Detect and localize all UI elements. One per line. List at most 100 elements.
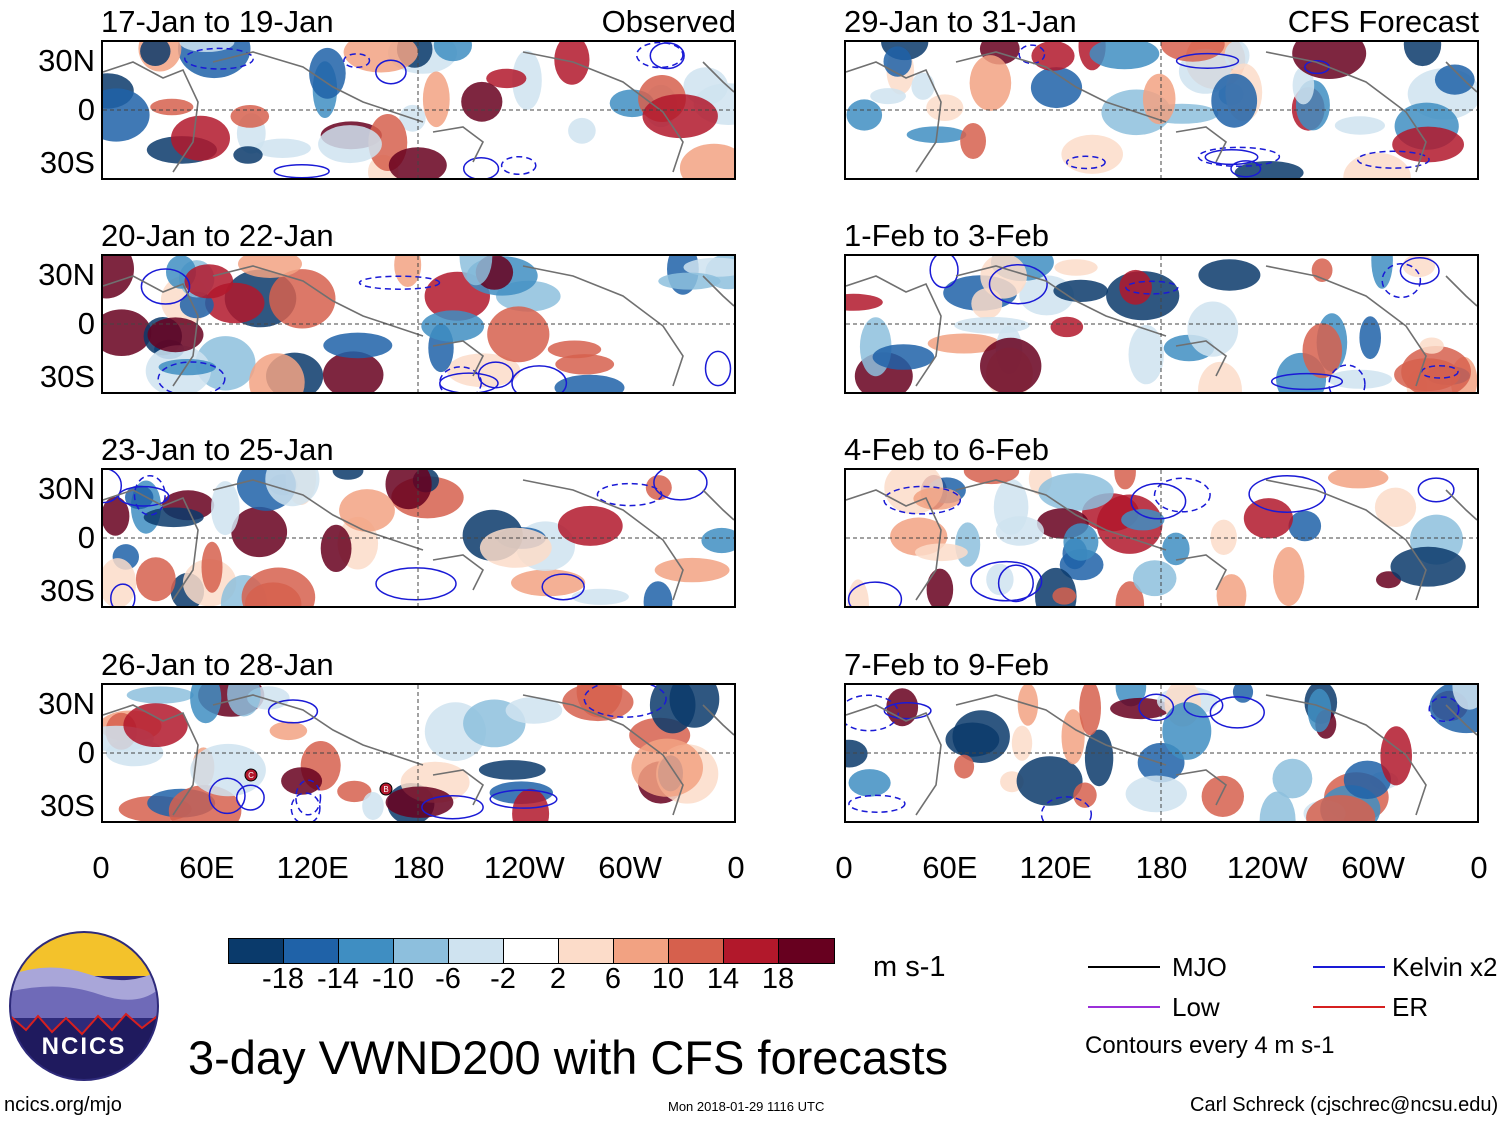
anomaly-blob xyxy=(269,269,336,329)
anomaly-blob xyxy=(1211,73,1258,128)
footer-url[interactable]: ncics.org/mjo xyxy=(4,1094,122,1116)
legend-label-er: ER xyxy=(1392,992,1429,1022)
lon-label: 120W xyxy=(483,850,565,885)
coastlines xyxy=(846,51,1477,173)
colorbar-tick: 14 xyxy=(706,963,740,995)
anomaly-blob xyxy=(1371,256,1393,289)
anomaly-blob xyxy=(512,788,550,821)
anomaly-blob xyxy=(1114,470,1136,490)
kelvin-contour xyxy=(462,157,500,178)
anomaly-blob xyxy=(179,42,235,52)
kelvin-contour xyxy=(1065,155,1106,170)
anomaly-blob xyxy=(1334,116,1385,135)
colorbar-cell xyxy=(339,939,394,963)
anomaly-blob xyxy=(123,703,188,747)
colorbar-tick: -10 xyxy=(372,963,414,995)
anomaly-blob xyxy=(568,117,596,144)
lat-label: 30N xyxy=(38,686,95,721)
anomaly-blob xyxy=(230,105,270,128)
kelvin-contour xyxy=(375,59,407,85)
anomaly-blob xyxy=(254,138,311,158)
anomaly-blob xyxy=(1201,775,1244,817)
anomaly-blob xyxy=(309,47,346,99)
anomaly-blob xyxy=(433,42,472,62)
anomaly-blob xyxy=(1079,685,1101,736)
lon-label: 60E xyxy=(179,850,235,885)
kelvin-contour xyxy=(883,702,932,720)
anomaly-blob xyxy=(171,115,230,161)
anomaly-blob xyxy=(1216,574,1247,606)
lon-label: 60E xyxy=(922,850,978,885)
anomaly-blob xyxy=(1119,269,1152,305)
anomaly-blob xyxy=(1452,685,1477,710)
lat-label: 30S xyxy=(39,788,95,823)
anomaly-blob xyxy=(140,42,171,66)
colorbar-cell xyxy=(284,939,339,963)
colorbar-cell xyxy=(724,939,779,963)
anomaly-blob xyxy=(511,569,586,597)
anomaly-blob xyxy=(1187,301,1239,357)
anomaly-blob xyxy=(1292,42,1367,79)
lon-label: 180 xyxy=(392,850,445,885)
anomaly-blob xyxy=(683,257,734,277)
anomaly-blob xyxy=(872,344,935,370)
anomaly-blob xyxy=(1063,523,1099,561)
kelvin-contour xyxy=(1153,477,1211,513)
lon-label: 0 xyxy=(92,850,110,885)
anomaly-blob xyxy=(986,563,1014,596)
anomaly-blob xyxy=(1402,256,1436,278)
kelvin-contour xyxy=(1197,146,1281,167)
anomaly-blob xyxy=(1306,795,1376,821)
anomaly-blob xyxy=(150,98,194,116)
anomaly-blob xyxy=(654,557,730,583)
colorbar-cell xyxy=(779,939,834,963)
panel-source-label: CFS Forecast xyxy=(1287,4,1479,39)
anomaly-blob xyxy=(1343,760,1391,799)
anomaly-blob xyxy=(1073,782,1097,808)
anomaly-blob xyxy=(557,505,623,546)
lon-label: 0 xyxy=(1470,850,1488,885)
anomaly-blob xyxy=(1224,42,1250,71)
anomaly-blob xyxy=(1328,470,1389,489)
kelvin-contour xyxy=(375,567,457,601)
anomaly-blob xyxy=(158,359,216,376)
anomaly-blob xyxy=(642,94,718,139)
anomaly-blob xyxy=(701,527,734,554)
anomaly-blob xyxy=(846,739,868,768)
anomaly-blob xyxy=(679,143,734,178)
anomaly-blob xyxy=(323,332,393,359)
coastlines xyxy=(846,479,1477,601)
anomaly-blob xyxy=(1054,259,1098,276)
kelvin-contour xyxy=(290,792,321,821)
anomaly-blob xyxy=(231,506,288,558)
kelvin-contour xyxy=(1381,263,1422,299)
colorbar-cell xyxy=(669,939,724,963)
lon-label: 0 xyxy=(727,850,745,885)
kelvin-contour xyxy=(635,42,684,69)
lat-label: 0 xyxy=(77,92,95,127)
kelvin-contour xyxy=(421,794,484,820)
coastlines xyxy=(103,265,734,387)
anomaly-blob xyxy=(1061,709,1085,765)
colorbar-cell xyxy=(394,939,449,963)
anomaly-blob xyxy=(848,769,891,797)
anomaly-blob xyxy=(190,743,266,797)
kelvin-contour xyxy=(500,155,537,176)
panel-date-range: 17-Jan to 19-Jan xyxy=(101,4,334,39)
anomaly-blob xyxy=(1302,323,1343,379)
kelvin-contour xyxy=(295,779,322,816)
anomaly-blob xyxy=(184,264,234,299)
svg-text:B: B xyxy=(383,785,388,794)
anomaly-blob xyxy=(337,780,372,803)
panel-date-range: 4-Feb to 6-Feb xyxy=(844,432,1050,467)
anomaly-blob xyxy=(926,94,964,121)
kelvin-contour xyxy=(157,361,226,392)
anomaly-blob xyxy=(1052,587,1076,605)
kelvin-contour xyxy=(970,560,1043,602)
colorbar-tick: -14 xyxy=(317,963,359,995)
anomaly-blob xyxy=(926,568,954,606)
anomaly-blob xyxy=(913,487,961,510)
legend-line-mjo xyxy=(1088,966,1160,968)
panel-date-range: 7-Feb to 9-Feb xyxy=(844,647,1050,682)
anomaly-blob xyxy=(1327,369,1393,389)
